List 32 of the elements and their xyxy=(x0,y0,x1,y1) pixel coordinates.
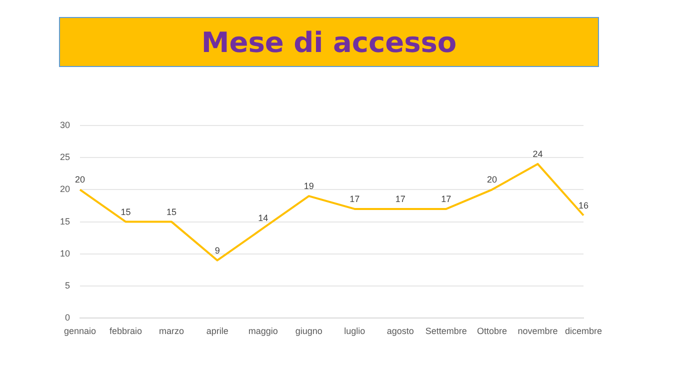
x-tick-label: maggio xyxy=(248,326,278,336)
data-label: 20 xyxy=(75,174,86,185)
data-label: 9 xyxy=(214,245,220,256)
data-label: 17 xyxy=(395,194,406,204)
data-label: 16 xyxy=(578,200,588,210)
data-label: 24 xyxy=(532,148,543,159)
x-tick-label: Ottobre xyxy=(476,326,507,336)
y-tick-label: 25 xyxy=(60,152,70,162)
data-label: 19 xyxy=(304,181,314,192)
x-tick-label: novembre xyxy=(518,326,558,336)
y-tick-label: 30 xyxy=(60,120,70,130)
x-tick-label: dicembre xyxy=(564,326,602,336)
y-tick-label: 20 xyxy=(60,184,70,194)
y-tick-label: 5 xyxy=(64,280,70,291)
y-tick-label: 0 xyxy=(64,312,70,323)
data-label: 17 xyxy=(441,194,452,204)
x-tick-label: Settembre xyxy=(425,326,467,336)
x-tick-label: gennaio xyxy=(64,326,96,336)
chart-title: Mese di accesso xyxy=(201,26,457,58)
data-label: 20 xyxy=(486,174,497,185)
x-tick-label: febbraio xyxy=(110,326,142,336)
x-tick-label: giugno xyxy=(295,326,322,336)
y-tick-label: 15 xyxy=(60,216,70,226)
y-tick-label: 10 xyxy=(60,248,70,258)
data-label: 15 xyxy=(120,206,131,217)
data-label: 17 xyxy=(350,194,360,204)
data-label: 14 xyxy=(258,213,268,224)
x-tick-label: luglio xyxy=(344,326,366,336)
x-tick-label: agosto xyxy=(386,326,414,336)
x-tick-label: marzo xyxy=(159,326,184,336)
data-label: 15 xyxy=(166,206,177,217)
x-tick-label: aprile xyxy=(206,326,228,336)
